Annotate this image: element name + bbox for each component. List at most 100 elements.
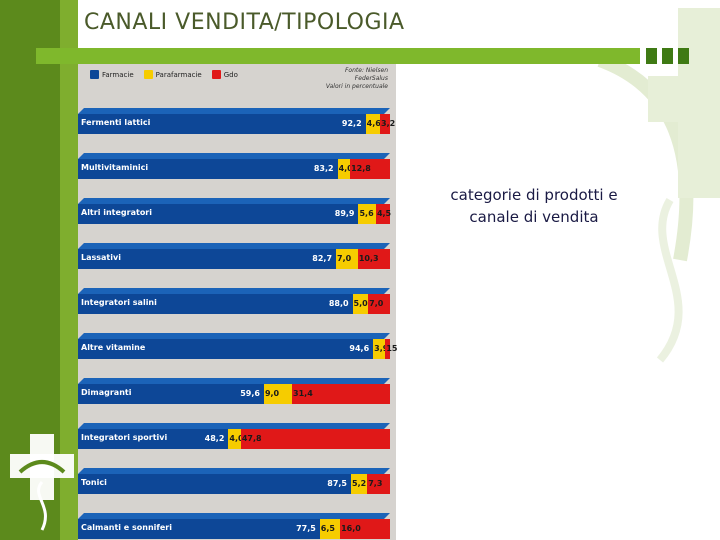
bar-segment-farmacie [78,519,320,539]
bar-segment-farmacie [78,204,359,224]
bar-segment-parafarmacie [373,339,386,359]
data-label-gdo: 4,5 [376,209,392,218]
legend-label-parafarmacie: Parafarmacie [155,70,202,79]
bar-segment-parafarmacie [358,204,376,224]
data-label-farmacie: 59,6 [240,389,260,398]
chart-legend: Farmacie Parafarmacie Gdo [90,70,238,79]
data-label-gdo: 10,3 [358,254,379,263]
legend-item-farmacie: Farmacie [90,70,134,79]
legend-label-gdo: Gdo [223,70,238,79]
data-label-gdo: 47,8 [241,434,262,443]
bar-segment-gdo [240,429,390,449]
category-label: Integratori sportivi [81,433,168,442]
legend-item-parafarmacie: Parafarmacie [143,70,202,79]
bar-segment-farmacie [78,474,351,494]
bar-row: 92,2 4,6 3,2 Fermenti lattici [78,108,395,134]
category-label: Multivitaminici [81,163,149,172]
pharmacy-cross-icon [10,434,74,531]
data-label-parafarmacie: 5,0 [353,299,368,308]
bar-row: 83,2 4,0 12,8 Multivitaminici [78,153,390,179]
data-label-parafarmacie: 4,0 [229,434,244,443]
data-label-gdo: 7,3 [368,479,383,488]
legend-swatch-farmacie [90,70,99,79]
bar-row: 59,6 9,0 31,4 Dimagranti [78,378,390,404]
data-label-parafarmacie: 9,0 [264,389,280,398]
category-label: Fermenti lattici [81,118,151,127]
source-line: Fonte: Nielsen [344,67,388,74]
data-label-parafarmacie: 6,5 [320,524,335,533]
data-label-farmacie: 83,2 [313,164,334,173]
data-label-farmacie: 77,5 [296,524,316,533]
title-underline [36,48,640,64]
bar-segment-parafarmacie [336,249,358,269]
title-blocks-decor [646,48,689,64]
bar-segment-gdo [340,519,390,539]
bar-segment-farmacie [78,294,353,314]
data-label-farmacie: 89,9 [334,209,355,218]
bar-segment-parafarmacie [351,474,368,494]
caption-line: canale di vendita [469,208,599,226]
bar-segment-farmacie [78,429,229,449]
bar-segment-gdo [380,114,390,134]
bar-segment-parafarmacie [228,429,241,449]
bar-row: 87,5 5,2 7,3 Tonici [78,468,390,494]
category-label: Altre vitamine [81,343,146,352]
data-label-parafarmacie: 4,0 [338,164,353,173]
bar-segment-gdo [292,384,390,404]
data-label-gdo: 16,0 [341,524,361,533]
bar-segment-gdo [375,204,390,224]
data-label-gdo: 31,4 [293,389,313,398]
data-label-farmacie: 48,2 [204,434,225,443]
data-label-parafarmacie: 7,0 [337,254,352,263]
category-label: Integratori salini [81,298,157,307]
legend-swatch-gdo [211,70,221,79]
data-label-parafarmacie: 5,6 [359,209,374,218]
category-label: Dimagranti [81,388,132,397]
bar-row: 88,0 5,0 7,0 Integratori salini [78,288,390,314]
bar-row: 77,5 6,5 16,0 Calmanti e sonniferi [78,513,390,539]
bar-segment-farmacie [78,339,374,359]
source-line: FederSalus [354,75,388,82]
bar-segment-farmacie [78,159,338,179]
page-title: CANALI VENDITA/TIPOLOGIA [84,10,405,35]
legend-label-farmacie: Farmacie [102,70,134,79]
data-label-gdo: 12,8 [351,164,371,173]
bar-row: 94,6 3,9 15 Altre vitamine [78,333,397,359]
bar-segment-gdo [368,294,390,314]
bar-segment-gdo [357,249,390,269]
chart-source: Fonte: Nielsen FederSalus Valori in perc… [326,67,388,91]
bar-row: 89,9 5,6 4,5 Altri integratori [78,198,392,224]
category-label: Lassativi [81,253,121,262]
bar-segment-parafarmacie [337,159,351,179]
bar-segment-parafarmacie [365,114,380,134]
data-label-farmacie: 92,2 [341,119,362,128]
category-label: Calmanti e sonniferi [81,523,172,532]
legend-swatch-parafarmacie [143,70,153,79]
bar-segment-farmacie [78,249,337,269]
data-label-parafarmacie: 5,2 [352,479,367,488]
category-label: Altri integratori [81,208,152,217]
bar-segment-parafarmacie [319,519,341,539]
left-decor-stripe [60,0,78,540]
data-label-gdo: 3,2 [381,119,396,128]
legend-item-gdo: Gdo [211,70,238,79]
caption-line: categorie di prodotti e [450,186,618,204]
bar-segment-parafarmacie [352,294,369,314]
background-cross-watermark [597,8,720,363]
chart-caption: categorie di prodotti e canale di vendit… [404,184,664,228]
category-label: Tonici [81,478,107,487]
bar-segment-gdo [367,474,390,494]
bar-segment-farmacie [78,384,264,404]
stacked-bar-chart: Farmacie Parafarmacie Gdo Fonte: Nielsen… [78,64,397,540]
bar-row: 82,7 7,0 10,3 Lassativi [78,243,390,269]
bar-segment-gdo [350,159,390,179]
data-label-farmacie: 82,7 [312,254,333,263]
bar-segment-parafarmacie [263,384,293,404]
source-line: Valori in percentuale [325,83,388,90]
data-label-gdo: 15 [386,344,398,353]
bar-segment-farmacie [78,114,366,134]
bar-row: 48,2 4,0 47,8 Integratori sportivi [78,423,390,449]
data-label-gdo: 7,0 [369,299,384,308]
data-label-farmacie: 87,5 [327,479,347,488]
data-label-parafarmacie: 4,6 [366,119,381,128]
